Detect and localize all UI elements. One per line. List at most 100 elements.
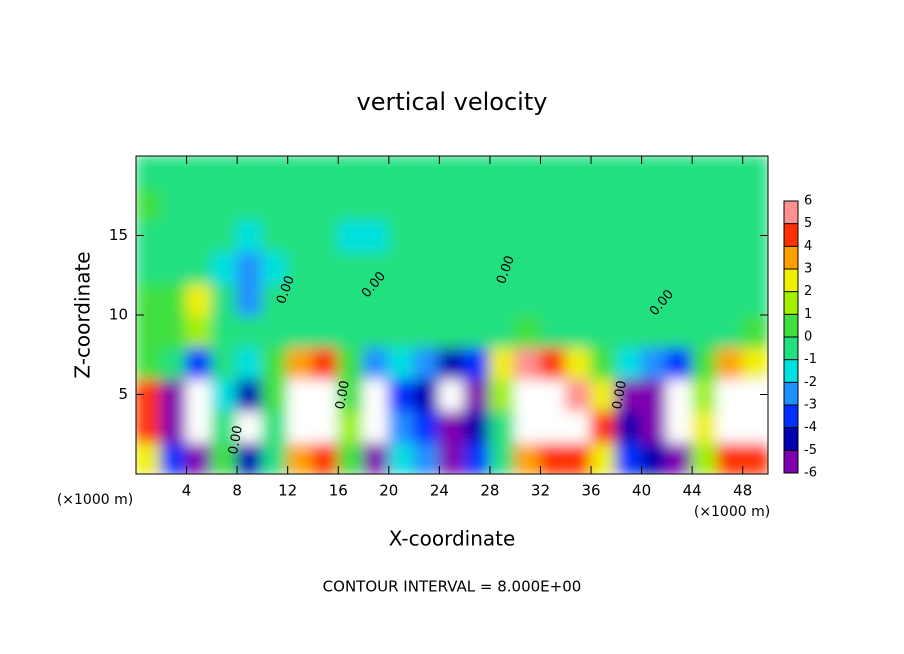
field-cell	[210, 156, 239, 189]
field-cell	[286, 409, 314, 444]
field-cell	[160, 345, 188, 380]
field-cell	[286, 186, 314, 221]
x-tick-label: 32	[531, 482, 550, 500]
field-cell	[488, 314, 517, 348]
colorbar-swatch	[784, 405, 798, 428]
field-cell	[615, 345, 643, 380]
field-cell	[438, 218, 466, 253]
field-cell	[362, 409, 390, 444]
field-cell	[665, 186, 694, 221]
field-cells	[136, 156, 768, 474]
field-cell	[286, 156, 314, 189]
contour-label: 0.00	[226, 424, 246, 455]
field-cell	[236, 345, 264, 380]
field-cell	[210, 250, 239, 285]
colorbar-tick-label: 2	[804, 284, 812, 299]
field-cell	[590, 156, 618, 189]
colorbar-tick-label: 6	[804, 194, 812, 209]
field-cell	[362, 282, 390, 316]
field-cell	[539, 345, 567, 380]
field-cell	[716, 156, 744, 189]
field-cell	[311, 441, 340, 474]
x-tick-label: 20	[379, 482, 398, 500]
field-cell	[564, 156, 593, 189]
field-cell	[691, 218, 719, 253]
field-cell	[210, 409, 239, 444]
field-cell	[160, 377, 188, 412]
field-cell	[539, 441, 567, 474]
y-tick-label: 15	[109, 226, 128, 244]
field-cell	[185, 186, 213, 221]
field-cell	[210, 314, 239, 348]
field-cell	[337, 441, 365, 474]
field-cell	[236, 282, 264, 316]
field-cell	[337, 409, 365, 444]
field-cell	[185, 377, 213, 412]
contour-label: 0.00	[333, 379, 353, 410]
field-cell	[210, 345, 239, 380]
field-cell	[716, 186, 744, 221]
field-cell	[438, 156, 466, 189]
field-cell	[337, 377, 365, 412]
field-cell	[362, 218, 390, 253]
field-cell	[615, 218, 643, 253]
field-cell	[286, 345, 314, 380]
field-cell	[261, 345, 289, 380]
colorbar-tick-label: -5	[804, 443, 817, 458]
field-cell	[539, 218, 567, 253]
field-cell	[413, 314, 441, 348]
field-cell	[438, 250, 466, 285]
field-cell	[337, 250, 365, 285]
colorbar-tick-label: 3	[804, 262, 812, 277]
field-cell	[438, 314, 466, 348]
colorbar-swatch	[784, 201, 798, 224]
field-cell	[185, 409, 213, 444]
field-cell	[691, 156, 719, 189]
field-cell	[514, 218, 542, 253]
field-cell	[311, 156, 340, 189]
field-cell	[463, 282, 491, 316]
field-cell	[590, 250, 618, 285]
field-cell	[311, 409, 340, 444]
field	[136, 156, 768, 474]
field-cell	[311, 250, 340, 285]
field-cell	[539, 409, 567, 444]
field-cell	[665, 282, 694, 316]
field-cell	[691, 186, 719, 221]
colorbar-swatch	[784, 359, 798, 383]
field-cell	[716, 441, 744, 474]
x-tick-label: 44	[683, 482, 702, 500]
field-cell	[716, 282, 744, 316]
field-cell	[564, 377, 593, 412]
field-cell	[640, 377, 668, 412]
field-cell	[716, 314, 744, 348]
field-cell	[564, 186, 593, 221]
field-cell	[691, 345, 719, 380]
field-cell	[539, 282, 567, 316]
field-cell	[665, 345, 694, 380]
colorbar-swatch	[784, 314, 798, 337]
field-cell	[236, 186, 264, 221]
colorbar-tick-label: -4	[804, 420, 817, 435]
colorbar-swatch	[784, 337, 798, 360]
field-cell	[590, 314, 618, 348]
field-cell	[514, 156, 542, 189]
field-cell	[514, 186, 542, 221]
field-cell	[311, 345, 340, 380]
field-cell	[387, 441, 416, 474]
x-unit-label: (×1000 m)	[694, 504, 770, 520]
field-cell	[261, 409, 289, 444]
field-cell	[665, 377, 694, 412]
x-tick-label: 4	[182, 482, 192, 500]
colorbar-tick-label: -2	[804, 375, 817, 390]
field-cell	[463, 441, 491, 474]
field-cell	[716, 250, 744, 285]
field-cell	[136, 314, 163, 348]
field-cell	[136, 250, 163, 285]
field-cell	[362, 156, 390, 189]
field-cell	[463, 314, 491, 348]
field-cell	[236, 441, 264, 474]
field-cell	[640, 250, 668, 285]
field-cell	[640, 345, 668, 380]
field-cell	[286, 218, 314, 253]
